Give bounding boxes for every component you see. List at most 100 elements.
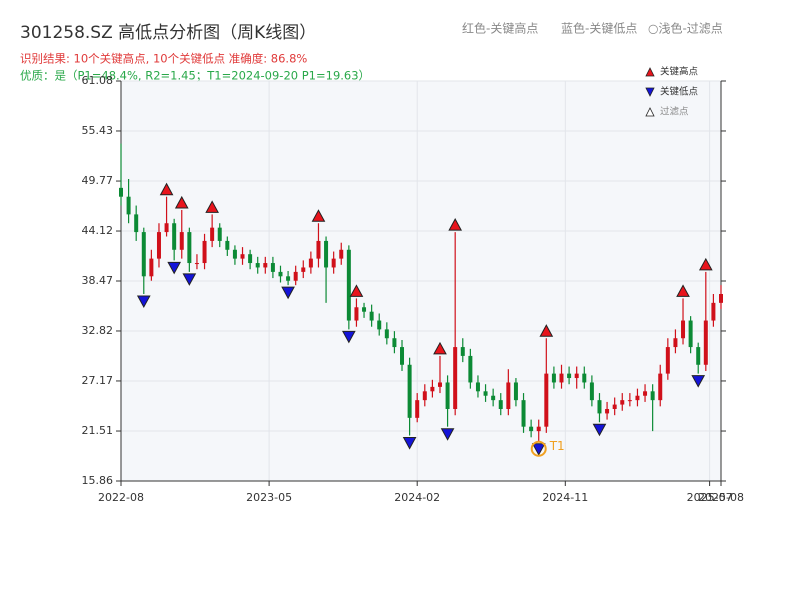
candle-body	[369, 311, 374, 321]
candle-body	[536, 426, 541, 432]
legend-marker	[645, 67, 655, 77]
candle-body	[308, 258, 313, 268]
trough-marker	[531, 443, 546, 456]
candle-body	[703, 320, 708, 365]
candle-body	[126, 196, 131, 215]
legend-marker	[645, 87, 655, 97]
y-tick-label: 15.86	[82, 474, 114, 487]
candle-body	[521, 400, 526, 427]
y-tick-label: 32.82	[82, 324, 114, 337]
candle-body	[141, 232, 146, 277]
peak-marker	[698, 257, 713, 271]
candle-body	[597, 400, 602, 414]
header-legend: 红色-关键高点	[462, 21, 538, 36]
candle-body	[430, 386, 435, 392]
candle-body	[635, 395, 640, 401]
y-tick-label: 55.43	[82, 124, 114, 137]
candle-body	[225, 240, 230, 250]
candle-body	[620, 400, 625, 405]
candle-body	[278, 271, 283, 277]
trough-marker	[691, 375, 706, 388]
candle-body	[293, 271, 298, 281]
y-tick-label: 38.47	[82, 274, 114, 287]
candle-body	[210, 227, 215, 241]
trough-marker	[182, 273, 197, 286]
candle-body	[574, 373, 579, 379]
candle-body	[301, 267, 306, 272]
x-tick-label: 2024-11	[542, 491, 588, 504]
peak-marker	[448, 218, 463, 231]
candle-body	[316, 240, 321, 259]
x-tick-label: 2025-08	[698, 491, 744, 504]
candle-body	[179, 232, 184, 250]
candle-body	[445, 382, 450, 409]
candle-body	[544, 373, 549, 427]
t1-label: T1	[549, 439, 565, 453]
candle-body	[673, 338, 678, 348]
candle-body	[513, 382, 518, 401]
candle-body	[172, 223, 177, 250]
candle-body	[240, 254, 245, 259]
trough-marker	[402, 437, 417, 450]
peak-marker	[539, 324, 554, 337]
candle-body	[232, 249, 237, 259]
candle-body	[665, 347, 670, 374]
chart-title: 301258.SZ 高低点分析图（周K线图）	[20, 23, 316, 43]
candle-body	[377, 320, 382, 330]
candle-body	[422, 391, 427, 401]
candle-body	[559, 373, 564, 383]
candle-body	[643, 391, 648, 396]
result-text: 识别结果: 10个关键高点, 10个关键低点 准确度: 86.8%	[20, 52, 307, 66]
peak-marker	[159, 182, 174, 196]
candle-body	[331, 258, 336, 268]
candle-body	[551, 373, 556, 383]
x-tick-label: 2023-05	[246, 491, 292, 504]
peak-marker	[205, 200, 219, 213]
peak-marker	[174, 195, 189, 209]
candle-body	[362, 307, 367, 312]
candle-body	[187, 232, 192, 264]
candle-body	[605, 408, 610, 414]
candle-body	[217, 227, 222, 241]
candle-body	[202, 240, 207, 264]
trough-marker	[342, 330, 356, 344]
candle-body	[354, 307, 359, 321]
y-tick-label: 61.08	[82, 74, 114, 87]
candle-body	[612, 404, 617, 409]
quality-text: 优质：是（P1=48.4%, R2=1.45；T1=2024-09-20 P1=…	[20, 69, 370, 83]
candle-body	[498, 400, 503, 409]
candle-body	[696, 347, 701, 365]
legend-label: 过滤点	[660, 106, 689, 118]
candle-body	[453, 347, 458, 409]
candle-body	[119, 187, 123, 197]
legend-label: 关键高点	[660, 66, 699, 78]
header-legend: ○浅色-过滤点	[648, 22, 723, 36]
candle-body	[719, 294, 723, 303]
candle-body	[263, 263, 268, 268]
y-tick-label: 49.77	[82, 174, 114, 187]
y-tick-label: 44.12	[82, 224, 114, 237]
candle-body	[156, 232, 161, 259]
x-tick-label: 2024-02	[394, 491, 440, 504]
x-tick-label: 2022-08	[98, 491, 144, 504]
peak-marker	[433, 341, 447, 355]
trough-marker	[281, 286, 295, 300]
candle-body	[384, 329, 389, 339]
candle-body	[650, 391, 655, 401]
candle-body	[483, 391, 488, 396]
candle-body	[688, 320, 693, 348]
y-tick-label: 27.17	[82, 374, 114, 387]
trough-marker	[440, 428, 455, 441]
candle-body	[270, 263, 275, 272]
candle-body	[475, 382, 480, 392]
candle-body	[491, 395, 496, 401]
trough-marker	[592, 423, 607, 437]
candle-body	[255, 263, 260, 268]
trough-marker	[136, 295, 151, 309]
candle-body	[589, 382, 594, 401]
y-tick-label: 21.51	[82, 424, 114, 437]
candle-body	[711, 302, 716, 321]
header-legend: 蓝色-关键低点	[561, 22, 637, 36]
candle-body	[324, 240, 329, 268]
